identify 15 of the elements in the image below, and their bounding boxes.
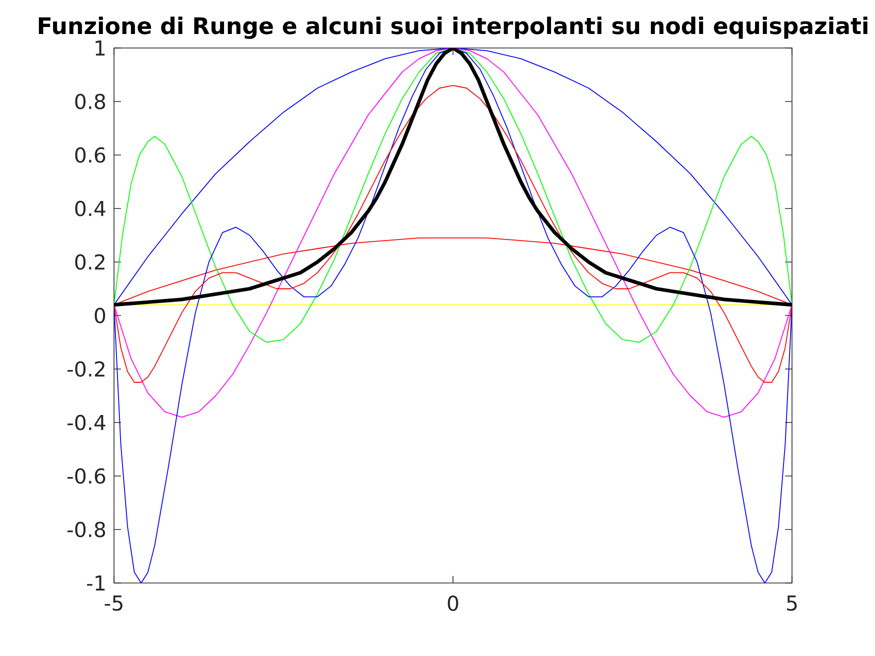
y-tick-label: 0.4	[75, 200, 106, 216]
y-tick-label: -0.6	[67, 468, 106, 484]
y-tick-label: -0.2	[67, 361, 104, 377]
x-tick-label: -5	[104, 596, 122, 611]
y-tick-label: 0	[94, 308, 106, 324]
y-tick-label: 0.8	[75, 94, 106, 110]
y-tick-label: -0.4	[67, 414, 106, 430]
chart-title: Funzione di Runge e alcuni suoi interpolanti su nodi equispaziati	[38, 16, 868, 39]
y-tick-label: -0.8	[67, 522, 106, 538]
x-tick-label: 5	[787, 596, 797, 611]
y-tick-label: 0.6	[75, 147, 106, 163]
y-tick-label: 1	[96, 40, 105, 56]
y-tick-label: -1	[87, 576, 105, 590]
x-tick-label: 0	[448, 596, 458, 612]
y-tick-label: 0.2	[75, 254, 104, 270]
